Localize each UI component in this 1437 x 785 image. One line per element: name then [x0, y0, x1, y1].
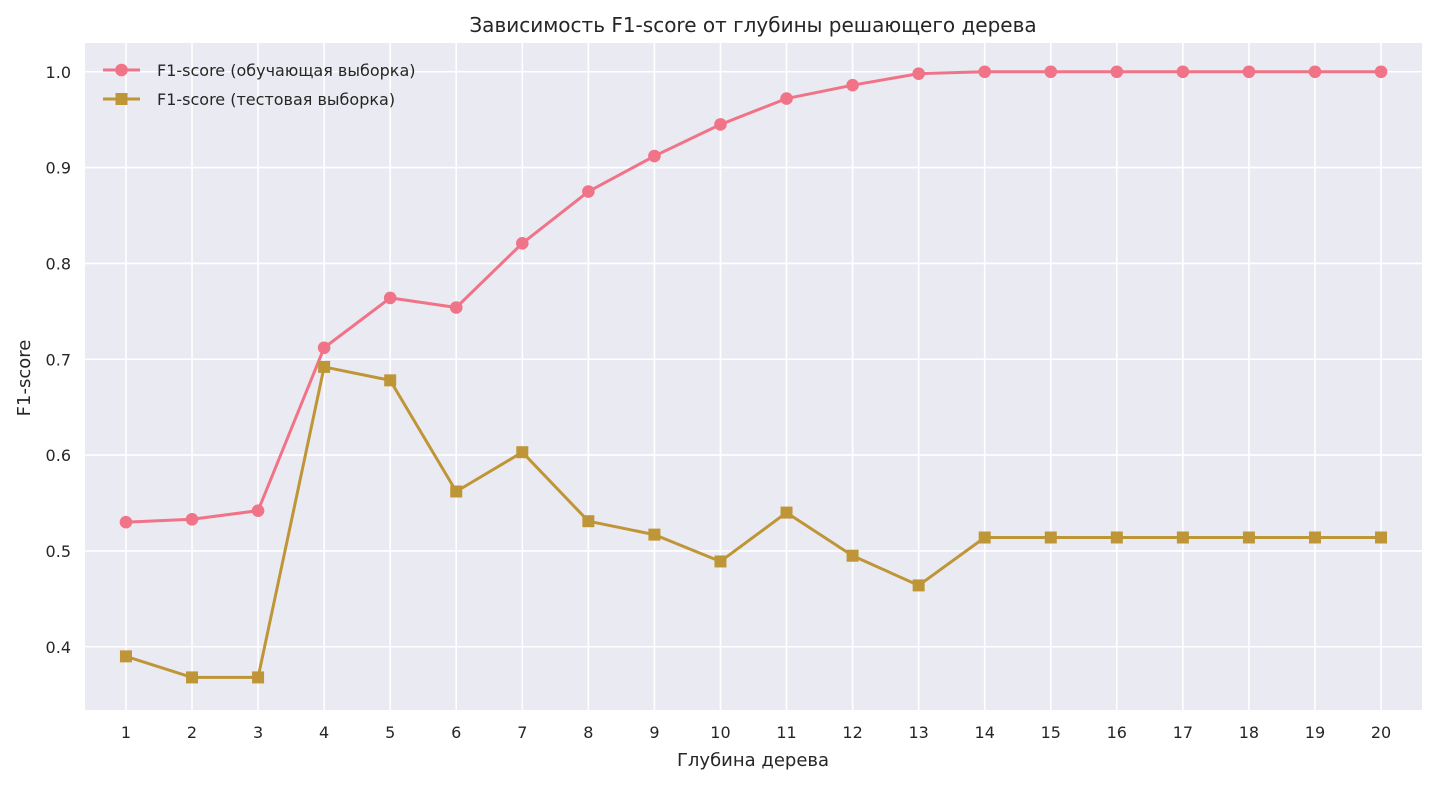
grid [85, 43, 1422, 710]
y-tick-label: 0.9 [46, 159, 71, 178]
data-point-test [1110, 531, 1123, 544]
x-tick-label: 12 [842, 723, 862, 742]
data-point-test [450, 485, 463, 498]
x-tick-label: 16 [1107, 723, 1127, 742]
data-point-train [912, 67, 925, 80]
data-point-train [582, 185, 595, 198]
data-point-train [846, 78, 859, 92]
y-tick-label: 0.6 [46, 446, 71, 465]
legend: F1-score (обучающая выборка) F1-score (т… [103, 61, 416, 109]
data-point-train [185, 512, 199, 526]
data-point-train [1242, 65, 1256, 79]
x-tick-label: 10 [710, 723, 730, 742]
data-point-train [1374, 65, 1388, 79]
data-point-test [516, 446, 529, 459]
chart-title: Зависимость F1-score от глубины решающег… [469, 13, 1036, 37]
series-layer [119, 65, 1388, 684]
data-point-train [1110, 65, 1124, 79]
data-point-train [383, 291, 397, 305]
legend-item-train: F1-score (обучающая выборка) [103, 61, 416, 80]
data-point-test [582, 515, 595, 528]
data-point-test [119, 650, 132, 663]
series-line-train [125, 70, 1382, 524]
x-tick-label: 19 [1305, 723, 1325, 742]
x-tick-label: 7 [517, 723, 527, 742]
data-point-test [780, 506, 793, 519]
data-point-train [449, 301, 463, 314]
y-tick-label: 0.5 [46, 542, 71, 561]
data-point-test [318, 360, 331, 373]
x-tick-label: 5 [385, 723, 395, 742]
y-axis-label: F1-score [14, 340, 35, 417]
data-point-train [648, 149, 661, 163]
x-tick-label: 9 [649, 723, 659, 742]
data-point-train [1044, 65, 1058, 79]
data-point-train [1308, 65, 1322, 79]
data-point-test [1242, 531, 1255, 544]
x-tick-label: 14 [975, 723, 995, 742]
data-point-test [1176, 531, 1189, 544]
y-tick-label: 0.8 [46, 254, 71, 273]
y-tick-label: 1.0 [46, 63, 71, 82]
x-tick-label: 20 [1371, 723, 1391, 742]
x-tick-label: 17 [1173, 723, 1193, 742]
data-point-test [1375, 531, 1388, 544]
data-point-test [384, 374, 397, 387]
x-tick-label: 18 [1239, 723, 1259, 742]
data-point-test [714, 555, 727, 568]
y-tick-label: 0.7 [46, 350, 71, 369]
data-point-train [714, 118, 727, 131]
data-point-train [780, 92, 793, 105]
legend-marker-train [115, 63, 128, 77]
x-tick-label: 6 [451, 723, 461, 742]
data-point-test [912, 579, 925, 592]
legend-label-train: F1-score (обучающая выборка) [157, 61, 416, 80]
data-point-train [251, 504, 265, 517]
data-point-train [515, 236, 529, 250]
tick-labels: 1 2 3 4 5 6 7 8 9 10 11 12 13 14 15 16 17 18 19 200.40.50.6… [46, 63, 1392, 742]
data-point-test [978, 531, 991, 544]
data-point-test [186, 671, 199, 684]
plot-background [85, 43, 1422, 710]
x-tick-label: 13 [908, 723, 928, 742]
legend-label-test: F1-score (тестовая выборка) [157, 90, 395, 109]
data-point-train [317, 341, 331, 355]
data-point-test [252, 671, 265, 684]
y-tick-label: 0.4 [46, 638, 71, 657]
x-tick-label: 4 [319, 723, 329, 742]
series-line-test [125, 365, 1382, 679]
data-point-train [978, 65, 992, 79]
data-point-train [119, 515, 133, 529]
x-tick-label: 11 [776, 723, 796, 742]
x-tick-label: 8 [583, 723, 593, 742]
data-point-train [1176, 65, 1190, 79]
data-point-test [1308, 531, 1321, 544]
data-point-test [846, 549, 859, 562]
plot-area [85, 43, 1422, 710]
x-tick-label: 3 [253, 723, 263, 742]
data-point-test [648, 528, 661, 541]
data-point-test [1044, 531, 1057, 544]
x-tick-label: 1 [121, 723, 131, 742]
legend-item-test: F1-score (тестовая выборка) [103, 90, 395, 109]
x-tick-label: 15 [1041, 723, 1061, 742]
x-axis-label: Глубина дерева [677, 750, 829, 771]
legend-marker-test [115, 93, 128, 105]
x-tick-label: 2 [187, 723, 197, 742]
